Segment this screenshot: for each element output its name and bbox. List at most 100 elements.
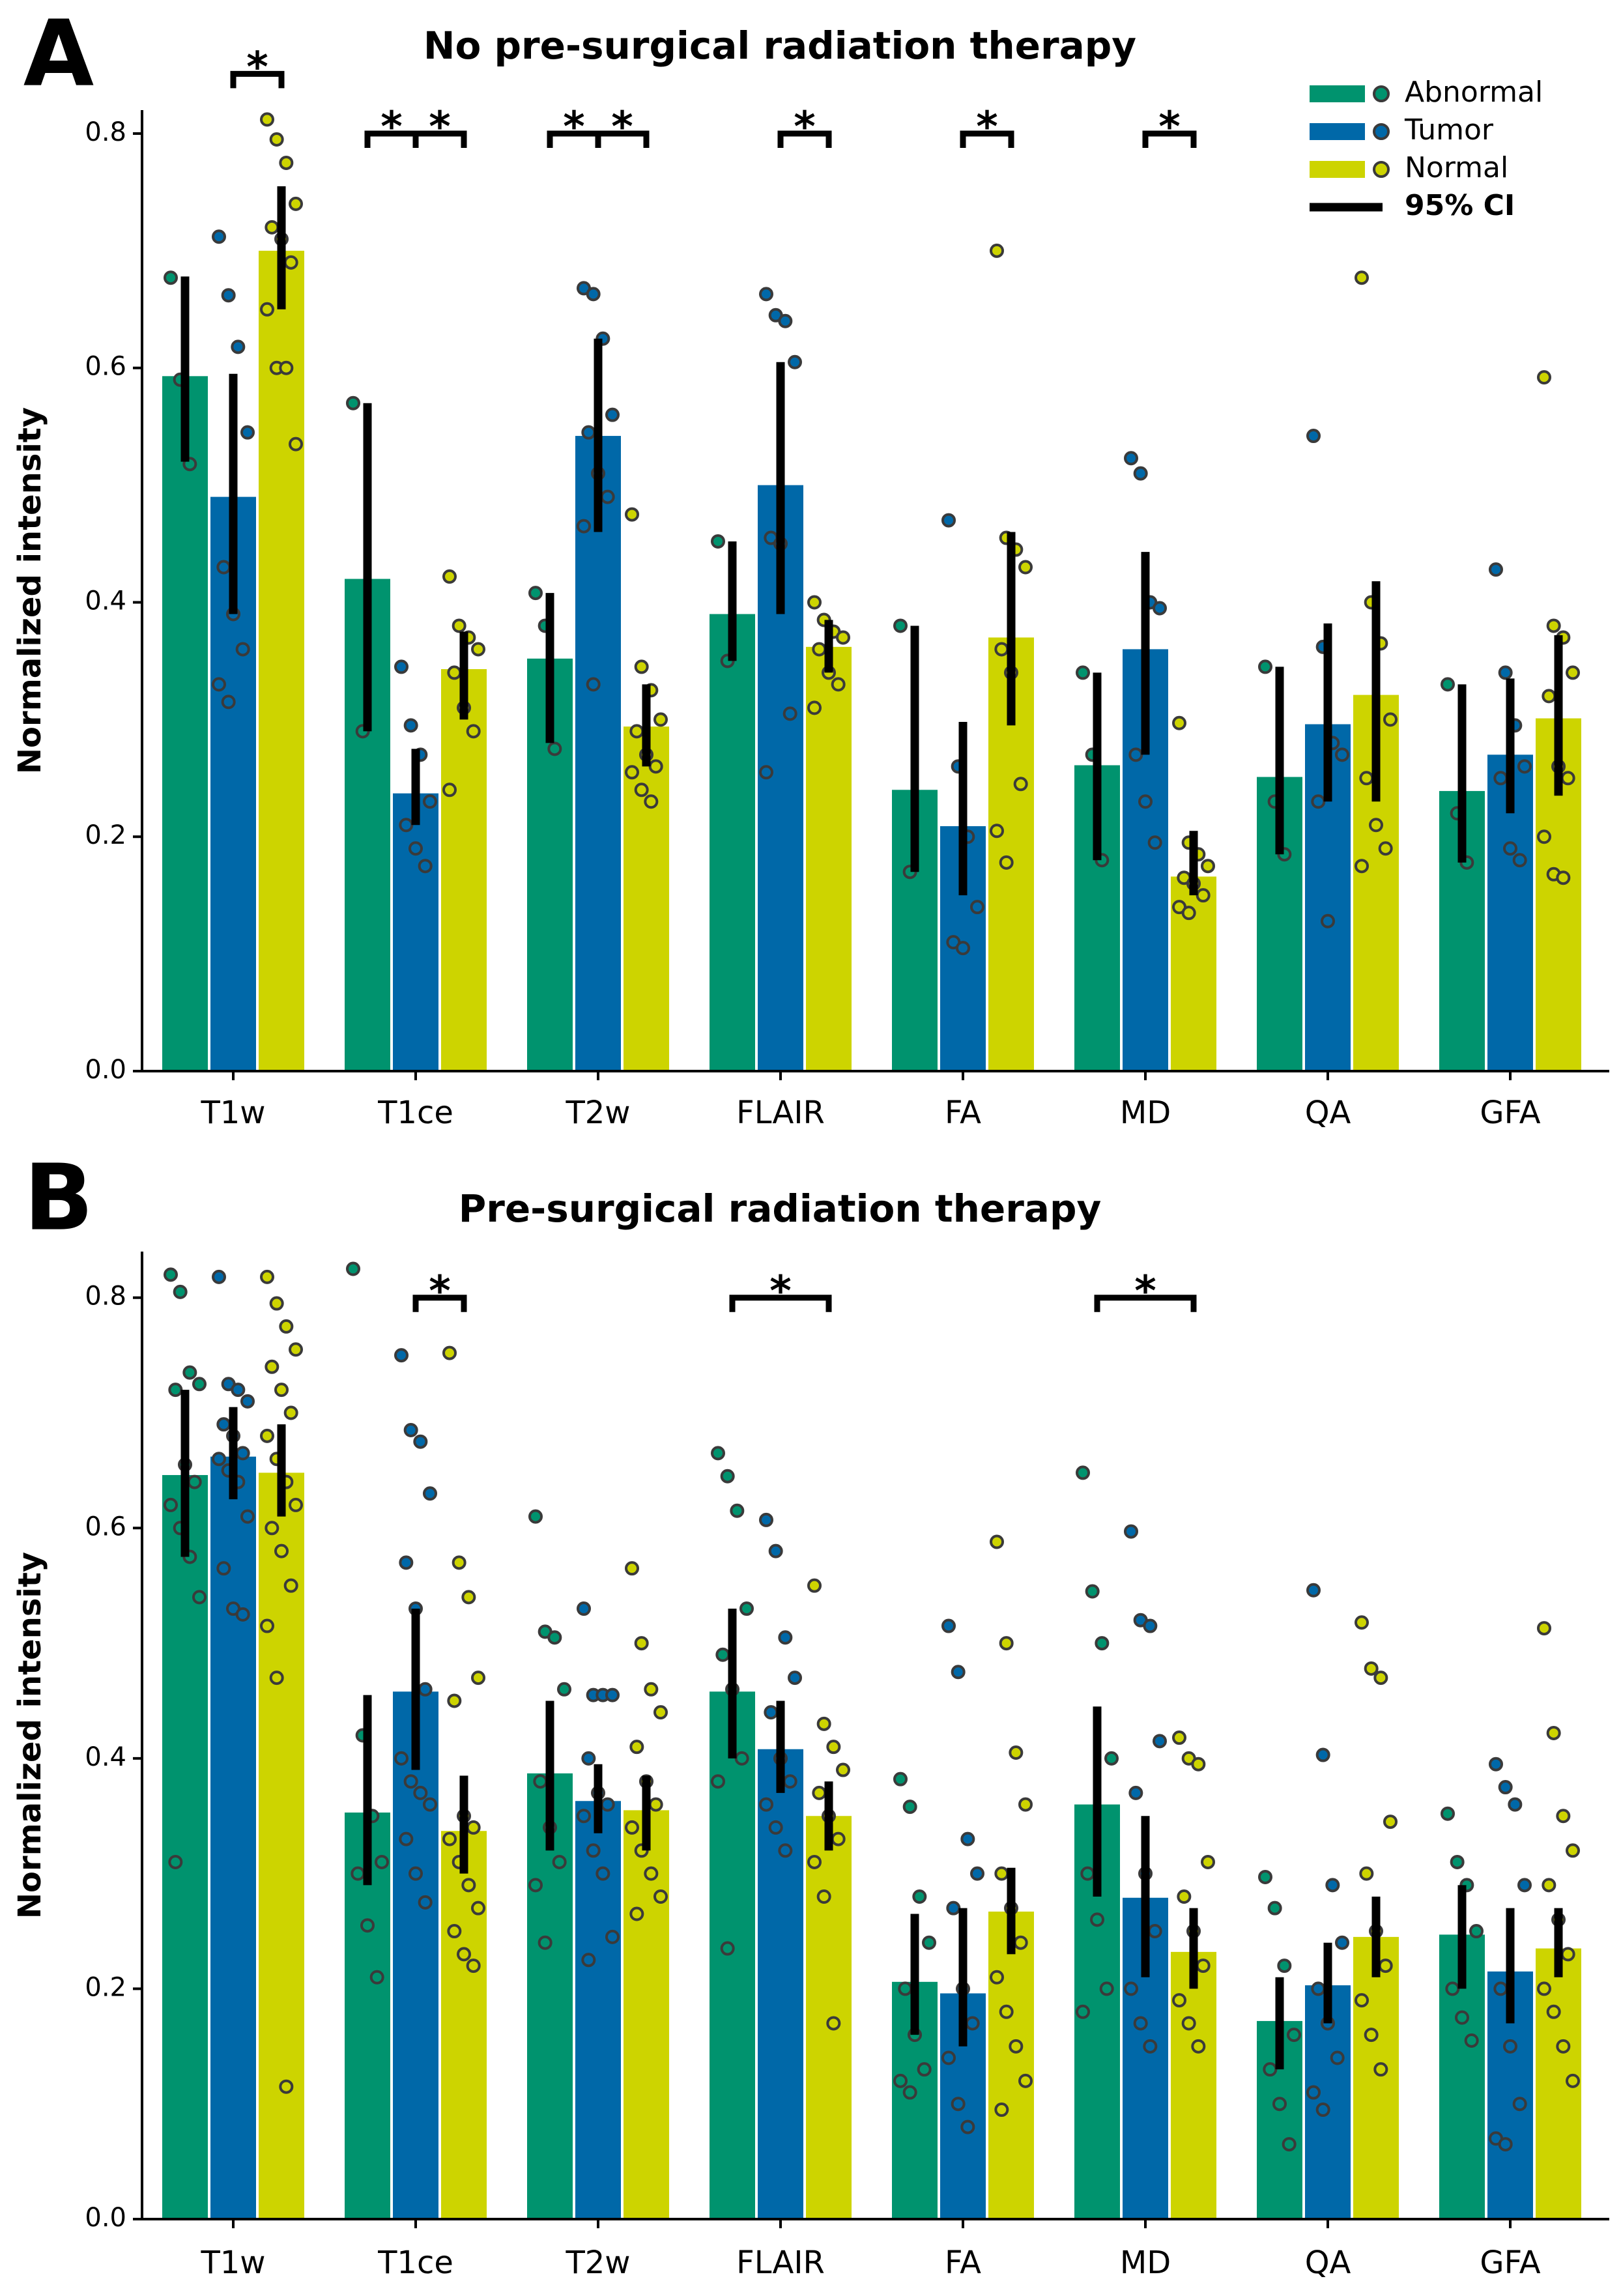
data-point xyxy=(1315,2102,1330,2117)
data-point xyxy=(216,560,231,575)
data-point xyxy=(653,1705,668,1720)
data-point xyxy=(720,1941,735,1956)
significance-bracket xyxy=(412,1295,467,1312)
data-point xyxy=(447,665,462,680)
data-point xyxy=(533,1774,548,1789)
data-point xyxy=(826,1740,841,1755)
significance-bracket xyxy=(1142,130,1197,148)
data-point xyxy=(289,437,303,452)
x-tick-label: FA xyxy=(945,1095,981,1131)
data-point xyxy=(1306,2085,1321,2100)
data-point xyxy=(1517,759,1532,774)
data-point xyxy=(634,1636,649,1651)
data-point xyxy=(461,1878,476,1893)
data-point xyxy=(831,677,846,692)
data-point xyxy=(260,302,274,317)
data-point xyxy=(413,1434,428,1449)
data-point xyxy=(1503,841,1517,856)
data-point xyxy=(192,1590,207,1605)
data-point xyxy=(1277,1959,1292,1973)
data-point xyxy=(231,1383,246,1398)
data-point xyxy=(778,1630,793,1645)
significance-bracket xyxy=(412,130,467,148)
data-point xyxy=(1560,771,1575,786)
data-point xyxy=(1287,2028,1301,2043)
data-point xyxy=(1441,1806,1455,1821)
y-tick-label: 0.0 xyxy=(85,1055,126,1085)
data-point xyxy=(1272,2097,1287,2112)
data-point xyxy=(586,287,601,302)
data-point xyxy=(260,1428,274,1443)
data-point xyxy=(1441,677,1455,692)
data-point xyxy=(1315,1747,1330,1762)
data-point xyxy=(951,1665,966,1680)
data-point xyxy=(595,1866,610,1881)
data-point xyxy=(581,425,596,440)
data-point xyxy=(629,724,644,739)
data-point xyxy=(629,1740,644,1755)
data-point xyxy=(739,1601,754,1616)
data-point xyxy=(452,1555,466,1570)
data-point xyxy=(216,1417,231,1432)
x-tick-label: T1w xyxy=(200,2245,265,2281)
data-point xyxy=(471,1901,485,1916)
data-point xyxy=(413,1785,428,1800)
data-point xyxy=(960,1831,975,1846)
bar xyxy=(758,1749,803,2219)
data-point xyxy=(235,1446,250,1461)
data-point xyxy=(941,513,956,528)
data-point xyxy=(212,1452,226,1467)
data-point xyxy=(1311,794,1326,809)
data-point xyxy=(1085,1584,1100,1599)
data-point xyxy=(447,1693,462,1708)
data-point xyxy=(644,794,659,809)
bar xyxy=(259,1472,304,2219)
data-point xyxy=(279,2079,294,2094)
data-point xyxy=(768,1820,783,1835)
data-point xyxy=(1566,1843,1580,1858)
data-point xyxy=(466,1820,481,1835)
data-point xyxy=(1009,1745,1024,1760)
data-point xyxy=(1177,1889,1192,1904)
data-point xyxy=(1147,1924,1162,1939)
data-point xyxy=(528,1878,543,1893)
data-point xyxy=(1143,2039,1158,2054)
data-point xyxy=(403,1423,418,1438)
data-point xyxy=(1196,1959,1211,1973)
data-point xyxy=(1546,1725,1561,1740)
data-point xyxy=(1464,2033,1479,2048)
data-point xyxy=(265,220,280,235)
significance-bracket xyxy=(1094,1295,1197,1312)
data-point xyxy=(1498,665,1513,680)
data-point xyxy=(1018,560,1033,575)
data-point xyxy=(625,1561,639,1576)
data-point xyxy=(447,1924,462,1939)
data-point xyxy=(1104,1751,1119,1766)
legend-label: Tumor xyxy=(1404,113,1494,147)
data-point xyxy=(1355,1993,1369,2008)
data-point xyxy=(970,1866,984,1881)
data-point xyxy=(807,1854,822,1869)
significance-label: * xyxy=(246,44,268,92)
chart-title: Pre-surgical radiation therapy xyxy=(459,1186,1102,1231)
data-point xyxy=(994,642,1009,657)
legend-label: Normal xyxy=(1405,151,1508,184)
data-point xyxy=(990,1534,1004,1549)
data-point xyxy=(999,1636,1014,1651)
data-point xyxy=(164,1497,178,1512)
data-point xyxy=(816,1716,831,1731)
x-tick-label: MD xyxy=(1120,2245,1171,2281)
data-point xyxy=(394,1751,409,1766)
data-point xyxy=(168,1383,183,1398)
bar xyxy=(624,726,669,1071)
data-point xyxy=(442,1831,457,1846)
x-tick-label: GFA xyxy=(1480,1095,1540,1131)
data-point xyxy=(1282,2137,1297,2152)
bar xyxy=(393,793,438,1071)
data-point xyxy=(941,2050,956,2065)
data-point xyxy=(788,1671,802,1686)
data-point xyxy=(1201,859,1215,874)
significance-bracket xyxy=(595,130,650,148)
y-tick-label: 0.0 xyxy=(85,2203,126,2233)
legend-patch xyxy=(1310,85,1365,102)
